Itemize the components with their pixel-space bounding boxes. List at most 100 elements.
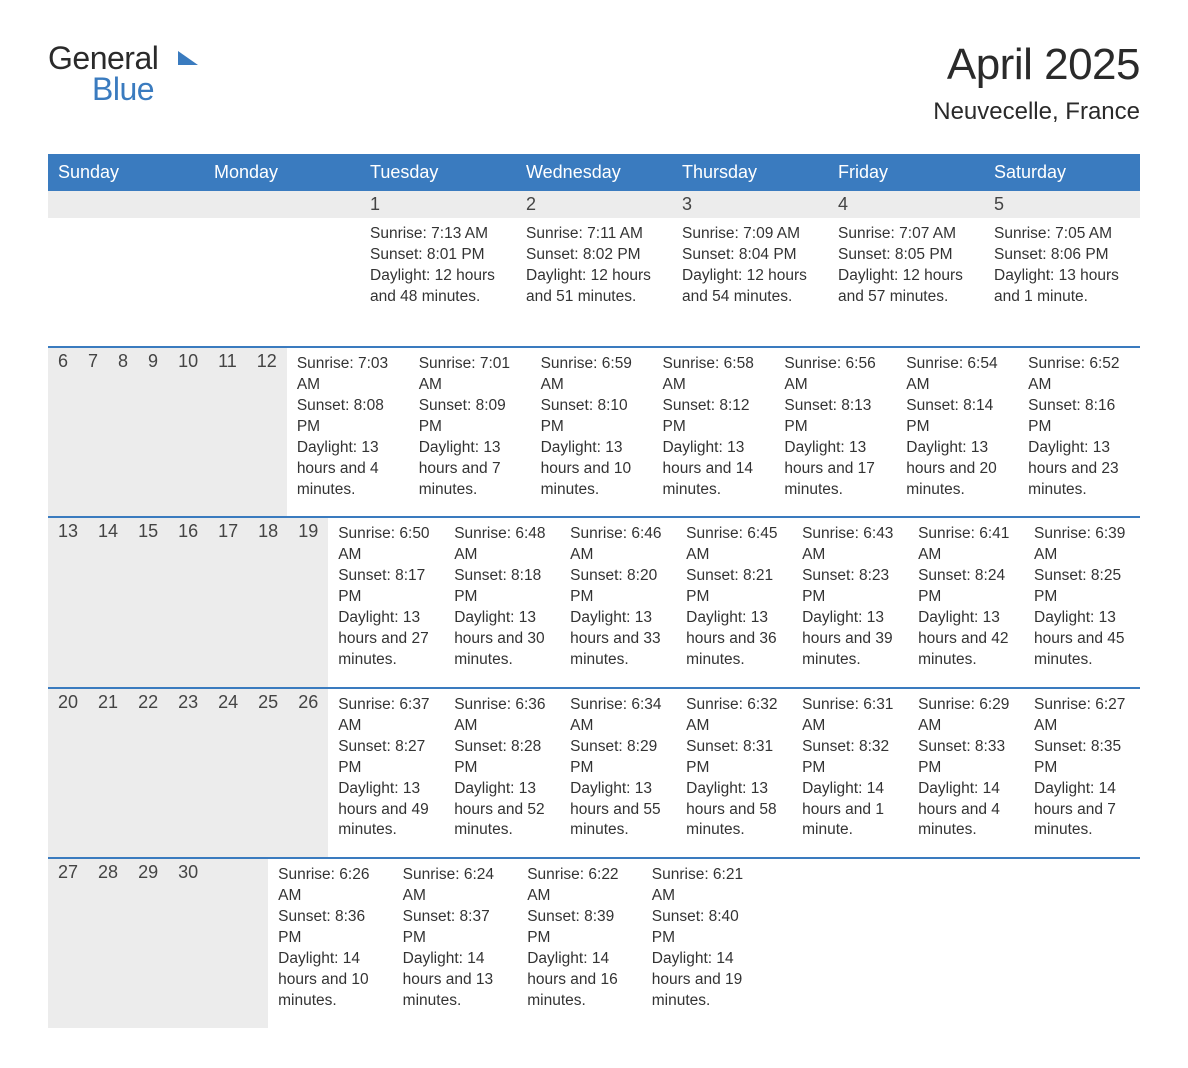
sunrise-text: Sunrise: 6:41 AM: [918, 524, 1014, 566]
calendar-week-row: Sunrise: 6:37 AMSunset: 8:27 PMDaylight:…: [328, 689, 1140, 857]
cell-content: Sunrise: 6:45 AMSunset: 8:21 PMDaylight:…: [676, 518, 792, 686]
day-number: 30: [168, 859, 208, 1027]
day-header: Tuesday: [360, 154, 516, 191]
day-number: 20: [48, 689, 88, 857]
day-number: 17: [208, 518, 248, 686]
sunrise-text: Sunrise: 6:48 AM: [454, 524, 550, 566]
daynum-row: 27282930: [48, 859, 268, 1027]
day-number: 14: [88, 518, 128, 686]
sunset-text: Sunset: 8:18 PM: [454, 566, 550, 608]
daylight-text: Daylight: 13 hours and 10 minutes.: [541, 438, 643, 501]
day-number: 3: [672, 191, 828, 218]
sunset-text: Sunset: 8:29 PM: [570, 737, 666, 779]
month-title: April 2025: [933, 40, 1140, 90]
daylight-text: Daylight: 13 hours and 36 minutes.: [686, 608, 782, 671]
calendar-cell: Sunrise: 7:09 AMSunset: 8:04 PMDaylight:…: [672, 218, 828, 346]
sunrise-text: Sunrise: 6:54 AM: [906, 354, 1008, 396]
daylight-text: Daylight: 13 hours and 20 minutes.: [906, 438, 1008, 501]
cell-content: Sunrise: 6:22 AMSunset: 8:39 PMDaylight:…: [517, 859, 642, 1027]
sunrise-text: Sunrise: 6:24 AM: [403, 865, 508, 907]
sunrise-text: Sunrise: 6:34 AM: [570, 695, 666, 737]
day-number: 1: [360, 191, 516, 218]
day-number: 4: [828, 191, 984, 218]
cell-content: Sunrise: 6:21 AMSunset: 8:40 PMDaylight:…: [642, 859, 767, 1027]
day-number: 16: [168, 518, 208, 686]
day-number: 21: [88, 689, 128, 857]
cell-content: Sunrise: 6:43 AMSunset: 8:23 PMDaylight:…: [792, 518, 908, 686]
day-number: 27: [48, 859, 88, 1027]
cell-content: Sunrise: 6:32 AMSunset: 8:31 PMDaylight:…: [676, 689, 792, 857]
cell-content: Sunrise: 7:05 AMSunset: 8:06 PMDaylight:…: [984, 218, 1140, 324]
calendar-cell: [48, 218, 204, 346]
sunset-text: Sunset: 8:01 PM: [370, 245, 506, 266]
day-number: 25: [248, 689, 288, 857]
cell-content: Sunrise: 6:37 AMSunset: 8:27 PMDaylight:…: [328, 689, 444, 857]
sunset-text: Sunset: 8:35 PM: [1034, 737, 1130, 779]
calendar-cell: Sunrise: 6:48 AMSunset: 8:18 PMDaylight:…: [444, 518, 560, 686]
daylight-text: Daylight: 14 hours and 19 minutes.: [652, 949, 757, 1012]
calendar-cell: Sunrise: 6:29 AMSunset: 8:33 PMDaylight:…: [908, 689, 1024, 857]
calendar-cell: Sunrise: 7:03 AMSunset: 8:08 PMDaylight:…: [287, 348, 409, 516]
calendar-cell: Sunrise: 6:27 AMSunset: 8:35 PMDaylight:…: [1024, 689, 1140, 857]
cell-content: Sunrise: 7:13 AMSunset: 8:01 PMDaylight:…: [360, 218, 516, 324]
calendar-cell: Sunrise: 7:07 AMSunset: 8:05 PMDaylight:…: [828, 218, 984, 346]
sunrise-text: Sunrise: 6:52 AM: [1028, 354, 1130, 396]
calendar-cell: Sunrise: 7:01 AMSunset: 8:09 PMDaylight:…: [409, 348, 531, 516]
sunset-text: Sunset: 8:31 PM: [686, 737, 782, 779]
day-number: 11: [208, 348, 247, 516]
daylight-text: Daylight: 13 hours and 58 minutes.: [686, 779, 782, 842]
cell-content: Sunrise: 6:41 AMSunset: 8:24 PMDaylight:…: [908, 518, 1024, 686]
sunset-text: Sunset: 8:17 PM: [338, 566, 434, 608]
calendar-cell: Sunrise: 6:34 AMSunset: 8:29 PMDaylight:…: [560, 689, 676, 857]
daylight-text: Daylight: 14 hours and 16 minutes.: [527, 949, 632, 1012]
sunrise-text: Sunrise: 7:09 AM: [682, 224, 818, 245]
sunrise-text: Sunrise: 6:59 AM: [541, 354, 643, 396]
daylight-text: Daylight: 13 hours and 39 minutes.: [802, 608, 898, 671]
sunrise-text: Sunrise: 6:37 AM: [338, 695, 434, 737]
daylight-text: Daylight: 13 hours and 55 minutes.: [570, 779, 666, 842]
calendar-cell: Sunrise: 6:39 AMSunset: 8:25 PMDaylight:…: [1024, 518, 1140, 686]
day-number: [48, 191, 204, 218]
cell-content: Sunrise: 6:50 AMSunset: 8:17 PMDaylight:…: [328, 518, 444, 686]
day-number: [208, 859, 228, 1027]
daylight-text: Daylight: 13 hours and 49 minutes.: [338, 779, 434, 842]
daylight-text: Daylight: 13 hours and 1 minute.: [994, 266, 1130, 308]
calendar-body: 12345Sunrise: 7:13 AMSunset: 8:01 PMDayl…: [48, 191, 1140, 1028]
day-number: 28: [88, 859, 128, 1027]
sunset-text: Sunset: 8:06 PM: [994, 245, 1130, 266]
daynum-row: 6789101112: [48, 348, 287, 516]
sunset-text: Sunset: 8:27 PM: [338, 737, 434, 779]
calendar-cell: Sunrise: 6:46 AMSunset: 8:20 PMDaylight:…: [560, 518, 676, 686]
calendar-cell: Sunrise: 7:11 AMSunset: 8:02 PMDaylight:…: [516, 218, 672, 346]
sunrise-text: Sunrise: 6:43 AM: [802, 524, 898, 566]
cell-content: Sunrise: 6:27 AMSunset: 8:35 PMDaylight:…: [1024, 689, 1140, 857]
sunrise-text: Sunrise: 6:39 AM: [1034, 524, 1130, 566]
day-number: 29: [128, 859, 168, 1027]
daylight-text: Daylight: 13 hours and 23 minutes.: [1028, 438, 1130, 501]
calendar-cell: [204, 218, 360, 346]
daylight-text: Daylight: 13 hours and 45 minutes.: [1034, 608, 1130, 671]
sunrise-text: Sunrise: 6:29 AM: [918, 695, 1014, 737]
day-number: [204, 191, 360, 218]
calendar-cell: Sunrise: 6:50 AMSunset: 8:17 PMDaylight:…: [328, 518, 444, 686]
sunrise-text: Sunrise: 6:50 AM: [338, 524, 434, 566]
calendar-week-row: Sunrise: 7:03 AMSunset: 8:08 PMDaylight:…: [287, 348, 1140, 516]
sunset-text: Sunset: 8:28 PM: [454, 737, 550, 779]
sunset-text: Sunset: 8:04 PM: [682, 245, 818, 266]
calendar-cell: Sunrise: 6:31 AMSunset: 8:32 PMDaylight:…: [792, 689, 908, 857]
title-block: April 2025 Neuvecelle, France: [933, 40, 1140, 126]
cell-content: Sunrise: 6:36 AMSunset: 8:28 PMDaylight:…: [444, 689, 560, 857]
logo: General Blue: [48, 40, 200, 108]
sunset-text: Sunset: 8:12 PM: [662, 396, 764, 438]
daylight-text: Daylight: 13 hours and 7 minutes.: [419, 438, 521, 501]
daylight-text: Daylight: 14 hours and 7 minutes.: [1034, 779, 1130, 842]
daylight-text: Daylight: 12 hours and 54 minutes.: [682, 266, 818, 308]
sunset-text: Sunset: 8:36 PM: [278, 907, 383, 949]
calendar-cell: Sunrise: 6:58 AMSunset: 8:12 PMDaylight:…: [652, 348, 774, 516]
cell-content: Sunrise: 6:24 AMSunset: 8:37 PMDaylight:…: [393, 859, 518, 1027]
calendar-cell: Sunrise: 6:56 AMSunset: 8:13 PMDaylight:…: [774, 348, 896, 516]
sunset-text: Sunset: 8:10 PM: [541, 396, 643, 438]
sunset-text: Sunset: 8:23 PM: [802, 566, 898, 608]
calendar-cell: [891, 859, 1016, 1027]
sunrise-text: Sunrise: 7:03 AM: [297, 354, 399, 396]
